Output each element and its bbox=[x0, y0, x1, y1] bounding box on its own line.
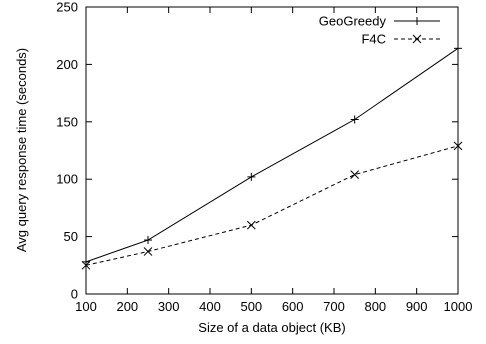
data-point-geogreedy bbox=[144, 236, 152, 245]
data-point-f4c bbox=[453, 141, 463, 151]
x-tick-label: 500 bbox=[240, 299, 262, 314]
data-point-geogreedy bbox=[350, 115, 359, 124]
y-tick-label: 50 bbox=[64, 229, 78, 244]
series-geogreedy bbox=[82, 44, 462, 266]
x-tick-label: 100 bbox=[75, 299, 97, 314]
y-tick-label: 100 bbox=[56, 172, 78, 187]
legend-item-f4c: F4C bbox=[361, 32, 440, 47]
y-tick-label: 0 bbox=[71, 287, 78, 302]
x-tick-label: 200 bbox=[116, 299, 138, 314]
data-point-geogreedy bbox=[82, 257, 90, 266]
legend: GeoGreedy F4C bbox=[319, 14, 440, 47]
data-point-f4c bbox=[350, 170, 360, 179]
y-tick-label: 150 bbox=[56, 114, 78, 129]
x-axis-title: Size of a data object (KB) bbox=[198, 320, 345, 335]
y-tick-label: 200 bbox=[56, 57, 78, 72]
x-tick-label: 300 bbox=[158, 299, 180, 314]
y-tick-label: 250 bbox=[56, 0, 78, 15]
data-point-geogreedy bbox=[454, 44, 462, 53]
x-tick-label: 1000 bbox=[444, 299, 473, 314]
data-point-f4c bbox=[246, 220, 256, 230]
x-tick-label: 900 bbox=[406, 299, 428, 314]
x-tick-label: 700 bbox=[323, 299, 345, 314]
plot-frame bbox=[85, 6, 459, 295]
legend-label: GeoGreedy bbox=[319, 14, 387, 29]
legend-marker bbox=[413, 17, 421, 25]
data-point-geogreedy bbox=[247, 172, 256, 181]
y-axis-title: Avg query response time (seconds) bbox=[14, 48, 29, 252]
legend-label: F4C bbox=[361, 32, 386, 47]
data-point-f4c bbox=[143, 247, 153, 256]
series-line-f4c bbox=[85, 145, 459, 266]
axis-ticks: 100 200 300 400 500 600 700 800 900 1000 0 50 100 150… bbox=[56, 0, 472, 314]
x-tick-label: 400 bbox=[199, 299, 221, 314]
legend-item-geogreedy: GeoGreedy bbox=[319, 14, 440, 29]
legend-marker bbox=[412, 34, 422, 44]
x-tick-label: 600 bbox=[282, 299, 304, 314]
series-f4c bbox=[81, 141, 463, 270]
x-tick-label: 800 bbox=[364, 299, 386, 314]
series-layer bbox=[81, 44, 463, 270]
series-line-geogreedy bbox=[85, 47, 459, 263]
data-point-f4c bbox=[81, 260, 91, 270]
